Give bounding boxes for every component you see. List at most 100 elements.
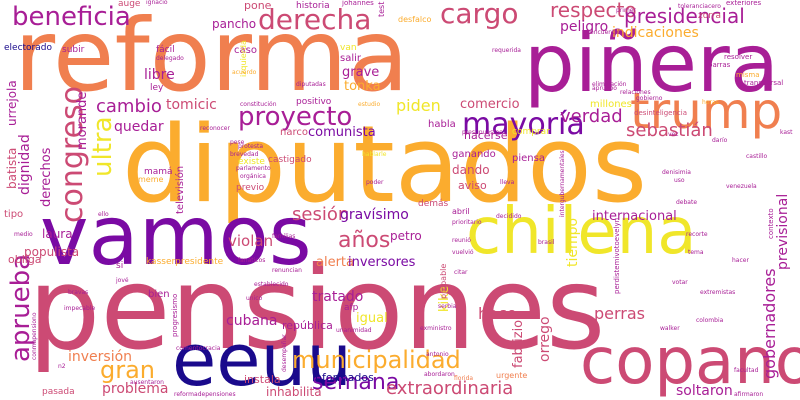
word-transversal: transversal (744, 79, 784, 87)
word-gran: gran (100, 356, 156, 384)
word-antonio: antonio (426, 351, 449, 358)
word-presidencial: presidencial (624, 4, 745, 28)
word-semana: semana (312, 370, 400, 395)
word-habla: habla (428, 119, 456, 130)
word-barras: barras (708, 61, 731, 69)
word-eliminacion: eliminación (592, 81, 627, 88)
word-ausentaron: ausentaron (130, 379, 164, 386)
word-reformadepensiones: reformadepensiones (174, 391, 236, 398)
word-afirmaron: afirmaron (734, 391, 764, 398)
word-subir: subir (62, 45, 85, 55)
word-comentocracia: comentocracia (176, 345, 221, 352)
word-delegado: delegado (156, 55, 184, 62)
word-quedar: quedar (114, 119, 164, 135)
word-constitucion: constitución (240, 101, 277, 108)
word-cargo: cargo (440, 0, 519, 30)
word-pone: pone (244, 0, 272, 12)
word-positivo: positivo (296, 97, 332, 107)
word-comprar: comprar (512, 127, 550, 137)
word-populista: populista (24, 245, 80, 259)
word-ultra: ultra (88, 116, 118, 177)
word-internacional: internacional (592, 209, 677, 224)
word-previsional: previsional (775, 193, 791, 270)
word-abordaron: abordaron (424, 371, 455, 378)
word-sesion: sesión (292, 204, 350, 225)
word-kast: kast (780, 129, 793, 136)
word-florida: florida (454, 375, 474, 382)
word-poder: poder (366, 179, 384, 186)
word-proyecto: proyecto (238, 102, 353, 132)
word-vamos: vamos (40, 189, 312, 284)
word-abril: abril (452, 207, 470, 216)
word-derechos: derechos (39, 147, 54, 207)
word-votar: votar (672, 279, 688, 286)
word-violan: violan (228, 232, 274, 250)
word-piensa: piensa (512, 153, 545, 164)
word-tema: tema (688, 249, 704, 256)
word-estudio: estudio (358, 101, 381, 108)
word-intergubernamentales: intergubernamentales (559, 150, 566, 217)
word-requerida: requerida (492, 47, 521, 54)
word-progresismo: progresismo (171, 293, 179, 337)
word-orrego: orrego (537, 316, 553, 362)
word-problema: problema (102, 381, 169, 397)
word-beneficia: beneficia (12, 2, 131, 32)
word-respecto: respecto (550, 0, 637, 22)
word-decidido: decidido (496, 213, 522, 220)
word-reforma: reforma (14, 0, 409, 114)
word-pinera: piñera (524, 17, 779, 110)
word-hablarle: hablarle (362, 151, 387, 158)
word-parlamento: parlamento (236, 165, 271, 172)
word-familias: familias (272, 233, 296, 240)
word-republica: república (282, 319, 333, 332)
word-tratado: tratado (312, 289, 364, 305)
word-jove: jové (116, 277, 129, 284)
word-alerta: alerta (316, 255, 354, 270)
word-castigado: castigado (268, 155, 312, 165)
word-serbia: serbia (438, 303, 457, 310)
word-aviso: aviso (458, 179, 487, 192)
word-hace: hace (478, 304, 517, 323)
word-bravas: bravas (68, 289, 89, 296)
word-comunista: comunista (308, 125, 376, 140)
word-encuentro: encuentro (590, 29, 621, 36)
word-denisimia: denisimia (662, 169, 691, 176)
word-gravisimo: gravísimo (340, 207, 409, 223)
word-comercio: comercio (460, 97, 520, 112)
word-citar: citar (454, 269, 468, 276)
word-tiempo: tiempo (565, 217, 581, 267)
word-igual: igual (356, 311, 388, 326)
word-lleva: lleva (500, 179, 515, 186)
word-instala: instala (244, 373, 281, 386)
word-dario: darío (712, 137, 728, 144)
word-gobierno: gobierno (636, 95, 663, 102)
word-inversion: inversión (68, 349, 133, 365)
word-informados: informados (312, 371, 374, 384)
word-inversores: inversores (348, 255, 416, 270)
word-gobernadores: gobernadores (760, 268, 779, 379)
word-electorado: electorado (4, 43, 52, 53)
word-indicaciones: indicaciones (612, 25, 699, 41)
word-dignidad: dignidad (17, 134, 33, 195)
word-salir: salir (340, 53, 362, 64)
word-recorte: recorte (686, 231, 708, 238)
word-n2: n2 (58, 363, 66, 370)
word-peligro: peligro (560, 19, 609, 35)
word-diputados: diputados (122, 103, 648, 226)
word-meme: meme (138, 175, 164, 184)
word-horas: horas (702, 99, 719, 106)
word-cubana: cubana (226, 313, 278, 329)
word-desinteligencia: desinteligencia (634, 109, 687, 117)
word-extraordinaria: extraordinaria (386, 378, 514, 399)
word-johannes: johannes (342, 0, 374, 7)
word-demas: demás (418, 199, 449, 209)
word-vez: vez (668, 131, 679, 138)
word-derecha: derecha (258, 3, 372, 36)
word-desempenar: desempeñar (281, 334, 288, 372)
word-eeuu: eeuu (172, 318, 352, 400)
word-libre: libre (144, 67, 175, 83)
word-establecido: establecido (254, 281, 289, 288)
word-mayoria: mayoría (462, 107, 585, 142)
word-grave: grave (342, 65, 380, 80)
word-narco: narco (280, 127, 308, 138)
